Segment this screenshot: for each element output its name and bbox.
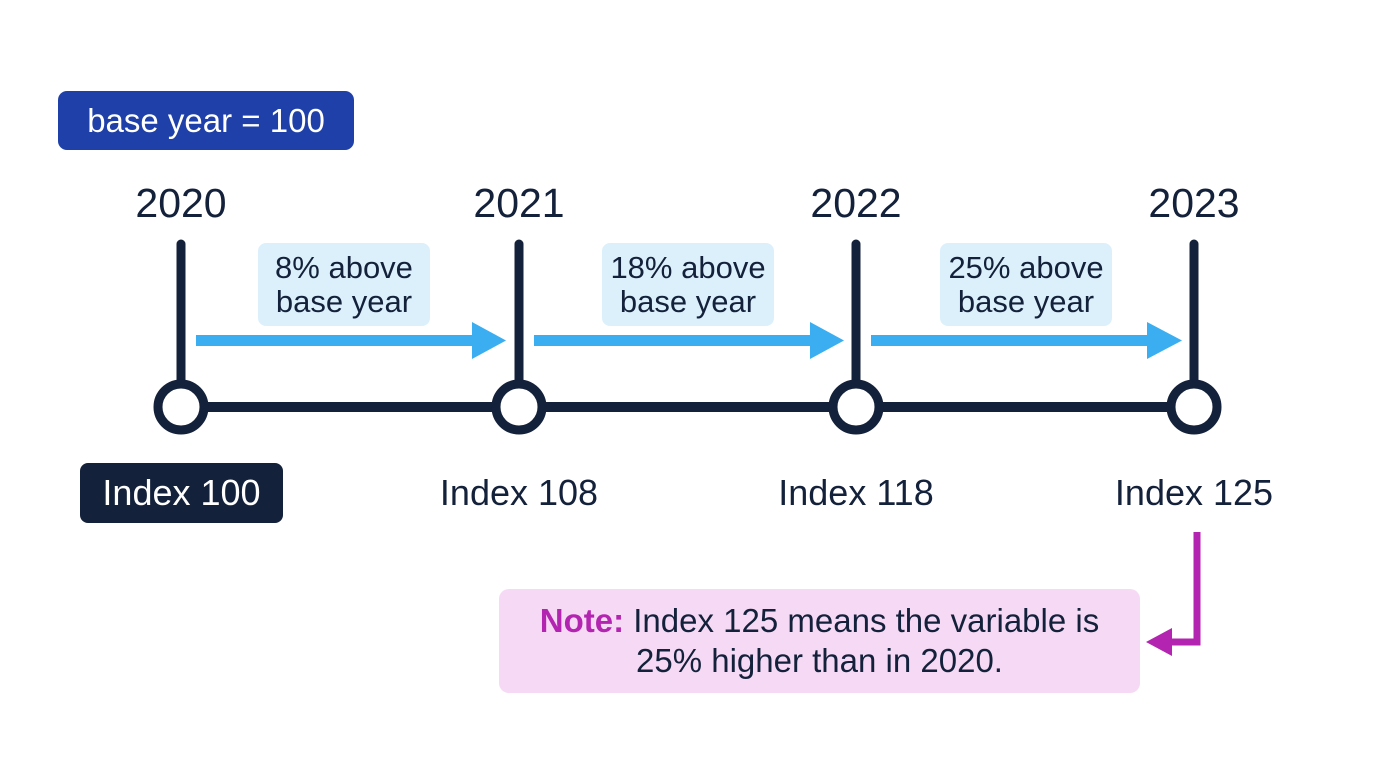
index-label-2022: Index 118 [778, 472, 934, 513]
index-label-2023: Index 125 [1114, 472, 1274, 513]
node-2023 [1166, 379, 1222, 435]
note-box: Note: Index 125 means the variable is 25… [499, 589, 1140, 693]
note-line1: Index 125 means the variable is [633, 602, 1100, 639]
change-line1: 18% above [610, 249, 766, 285]
progress-arrow-2 [534, 322, 844, 359]
node-2020 [153, 379, 209, 435]
year-label-2021: 2021 [473, 180, 565, 226]
note-line2: 25% higher than in 2020. [636, 642, 1003, 679]
note-connector-arrow [1146, 532, 1201, 656]
index-label-2020: Index 100 [80, 463, 283, 523]
base-year-badge: base year = 100 [58, 91, 354, 150]
year-label-2020: 2020 [135, 180, 227, 226]
node-2022 [828, 379, 884, 435]
index-label-2021: Index 108 [439, 472, 599, 513]
change-box-2021: 8% above base year [258, 243, 430, 326]
note-text: Note: Index 125 means the variable is 25… [540, 601, 1099, 681]
change-box-2023: 25% above base year [940, 243, 1112, 326]
year-label-2022: 2022 [810, 180, 902, 226]
change-line1: 25% above [948, 249, 1104, 285]
progress-arrow-3 [871, 322, 1182, 359]
change-line1: 8% above [275, 249, 413, 285]
change-line2: base year [275, 283, 413, 319]
change-box-2022: 18% above base year [602, 243, 774, 326]
progress-arrow-1 [196, 322, 506, 359]
node-2021 [491, 379, 547, 435]
year-label-2023: 2023 [1148, 180, 1240, 226]
change-line2: base year [619, 283, 757, 319]
change-line2: base year [957, 283, 1095, 319]
note-label: Note: [539, 602, 625, 639]
